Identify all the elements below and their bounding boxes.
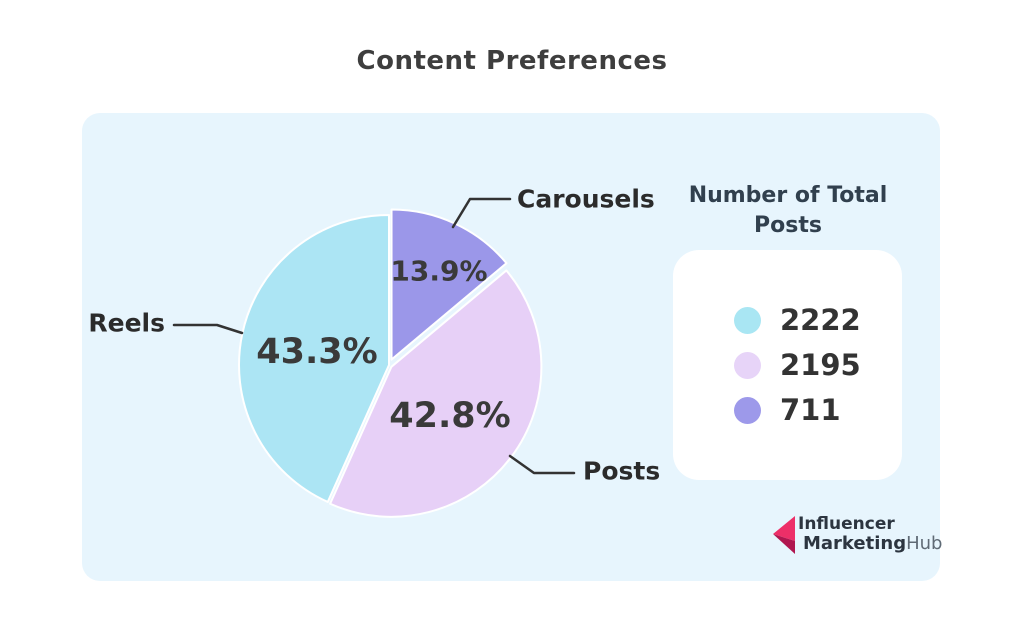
carousels-color-dot-icon: [734, 397, 761, 424]
pie-chart: [238, 208, 543, 518]
legend-card: 2222 2195 711: [673, 250, 902, 480]
chart-panel: 43.3% 42.8% 13.9% Reels Carousels Posts …: [82, 113, 942, 581]
legend-title-line2: Posts: [754, 213, 822, 238]
legend-item-reels: 2222: [734, 303, 902, 337]
legend-title: Number of Total Posts: [658, 181, 918, 241]
posts-percent-label: 42.8%: [389, 396, 511, 436]
carousels-percent-label: 13.9%: [390, 254, 488, 288]
reels-color-dot-icon: [734, 307, 761, 334]
logo-line2: MarketingHub: [798, 534, 942, 553]
logo-arrow-icon: [773, 516, 795, 554]
logo-text: Influencer MarketingHub: [798, 514, 942, 554]
posts-count: 2195: [780, 348, 861, 382]
posts-label: Posts: [583, 456, 661, 486]
carousels-label: Carousels: [517, 184, 655, 214]
reels-count: 2222: [780, 303, 861, 337]
influencer-marketinghub-logo: Influencer MarketingHub: [773, 515, 942, 555]
legend-title-line1: Number of Total: [688, 183, 888, 208]
logo-line1: Influencer: [798, 514, 895, 534]
posts-color-dot-icon: [734, 352, 761, 379]
logo-hub: Hub: [906, 533, 943, 554]
reels-percent-label: 43.3%: [256, 332, 378, 372]
logo-marketing: Marketing: [803, 533, 907, 554]
legend-item-posts: 2195: [734, 348, 902, 382]
page-title: Content Preferences: [356, 46, 668, 76]
legend-item-carousels: 711: [734, 393, 902, 427]
carousels-count: 711: [780, 393, 841, 427]
reels-label: Reels: [88, 308, 165, 338]
